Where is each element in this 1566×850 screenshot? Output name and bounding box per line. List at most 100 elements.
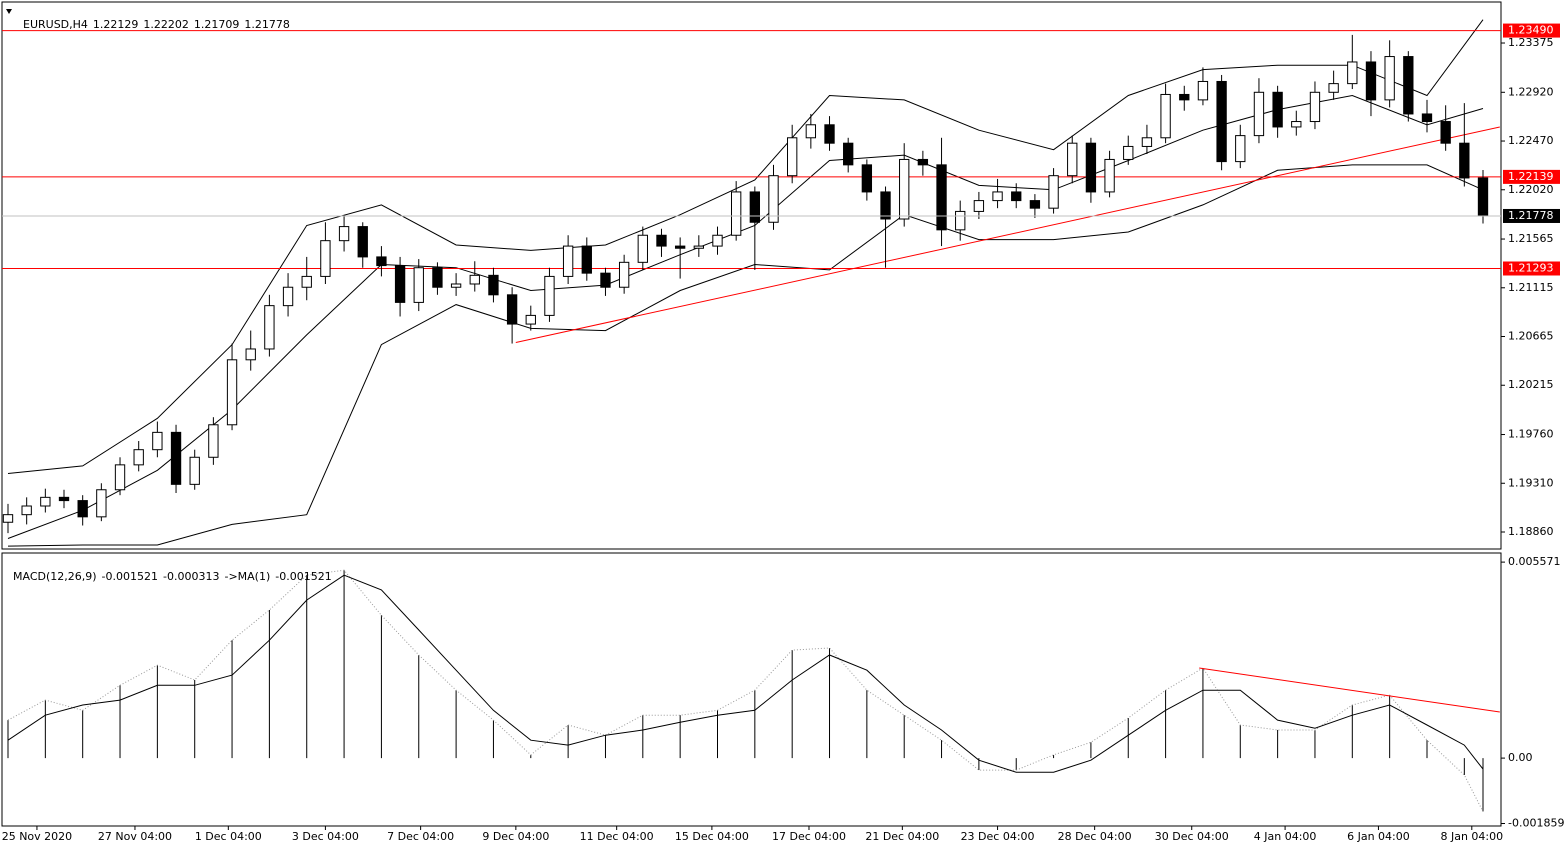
candle-body: [245, 348, 256, 361]
candle-body: [301, 275, 312, 288]
y-tick-label: 1.20215: [1508, 378, 1554, 391]
macd-label: MACD(12,26,9): [13, 570, 97, 583]
x-tick-label: 3 Dec 04:00: [292, 830, 359, 843]
ma-label: ->MA(1): [224, 570, 271, 583]
candle-body: [618, 261, 630, 288]
candle-body: [1365, 61, 1377, 101]
low: 1.21709: [193, 18, 240, 31]
candle-body: [1029, 200, 1041, 209]
candle-body: [1067, 142, 1078, 177]
candle-body: [899, 158, 910, 220]
y-tick-label: 1.21565: [1508, 232, 1554, 245]
trend-line: [515, 126, 1500, 343]
candle-body: [152, 431, 163, 451]
candle-body: [170, 431, 182, 485]
symbol: EURUSD,H4: [23, 18, 88, 31]
level-tag: [1503, 169, 1560, 184]
high: 1.22202: [143, 18, 189, 31]
y-tick-label: 1.23375: [1508, 36, 1554, 49]
ma-value: -0.001521: [275, 570, 332, 583]
candle-body: [189, 456, 200, 485]
candle-body: [1328, 83, 1339, 93]
candle-body: [1160, 93, 1171, 139]
x-tick-label: 15 Dec 04:00: [675, 830, 749, 843]
candle-body: [1309, 91, 1321, 123]
candle-body: [955, 210, 966, 231]
x-tick-label: 6 Jan 04:00: [1347, 830, 1410, 843]
candle-body: [1272, 91, 1283, 128]
candle-body: [525, 314, 536, 325]
y-tick-label: 0.005571: [1508, 555, 1561, 568]
candle-body: [357, 226, 368, 258]
candle-body: [1440, 121, 1451, 144]
candle-body: [226, 359, 238, 426]
level-tag: [1503, 261, 1560, 276]
candle-body: [1011, 191, 1022, 202]
y-tick-label: 1.21115: [1508, 281, 1554, 294]
y-tick-label: 1.22470: [1508, 134, 1554, 147]
x-tick-label: 17 Dec 04:00: [772, 830, 846, 843]
candle-body: [2, 514, 14, 523]
candle-body: [1085, 142, 1097, 193]
candle-body: [936, 164, 947, 231]
candle-body: [843, 142, 854, 166]
current-price-tag: [1503, 208, 1560, 223]
candle-body: [376, 256, 387, 267]
candle-body: [824, 124, 835, 144]
x-tick-label: 7 Dec 04:00: [387, 830, 454, 843]
candle-body: [768, 175, 779, 223]
candle-body: [114, 464, 126, 491]
candle-body: [861, 164, 873, 193]
macd-header: MACD(12,26,9) -0.001521 -0.000313 ->MA(1) -0…: [6, 557, 337, 583]
candle-body: [488, 274, 499, 296]
candle-body: [1459, 142, 1470, 179]
candle-body: [1384, 56, 1395, 101]
candle-body: [208, 424, 219, 458]
y-tick-label: 1.20665: [1508, 330, 1554, 343]
x-tick-label: 28 Dec 04:00: [1058, 830, 1132, 843]
candle-body: [40, 496, 51, 507]
bollinger-middle: [7, 94, 1484, 539]
x-tick-label: 9 Dec 04:00: [482, 830, 549, 843]
candle-body: [133, 449, 144, 466]
macd-ma-line: [7, 569, 1484, 812]
candle-body: [1179, 93, 1190, 101]
macd-frame: [1, 552, 1502, 827]
candle-body: [58, 496, 70, 502]
y-tick-label: 1.19310: [1508, 476, 1554, 489]
candle-body: [1253, 91, 1265, 137]
candle-body: [1477, 177, 1489, 217]
candle-body: [674, 245, 686, 249]
x-tick-label: 21 Dec 04:00: [865, 830, 939, 843]
price-header: EURUSD,H4 1.22129 1.22202 1.21709 1.21778: [16, 5, 295, 31]
x-tick-label: 11 Dec 04:00: [580, 830, 654, 843]
candle-body: [562, 245, 574, 277]
candle-body: [917, 158, 929, 166]
candle-body: [637, 234, 648, 263]
candle-body: [656, 234, 667, 247]
x-tick-label: 4 Jan 04:00: [1254, 830, 1317, 843]
macd-value: -0.001521: [101, 570, 159, 583]
main-frame: [1, 1, 1502, 550]
y-tick-label: -0.001859: [1508, 817, 1564, 830]
candle-body: [544, 275, 555, 316]
candle-body: [1347, 61, 1358, 85]
level-tag-label: 1.23490: [1508, 24, 1554, 37]
macd-trend-line: [1199, 667, 1500, 713]
level-tag: [1503, 23, 1560, 38]
candle-body: [749, 191, 761, 223]
candle-body: [730, 191, 742, 236]
candle-body: [581, 245, 592, 274]
x-tick-label: 27 Nov 04:00: [98, 830, 172, 843]
candle-body: [1048, 175, 1059, 209]
y-tick-label: 1.22020: [1508, 183, 1554, 196]
bollinger-lower: [7, 164, 1484, 547]
candle-body: [1291, 121, 1302, 128]
candle-body: [338, 226, 350, 242]
candle-body: [1421, 113, 1433, 123]
close: 1.21778: [244, 18, 290, 31]
candle-body: [21, 505, 32, 516]
candle-body: [1216, 80, 1227, 163]
